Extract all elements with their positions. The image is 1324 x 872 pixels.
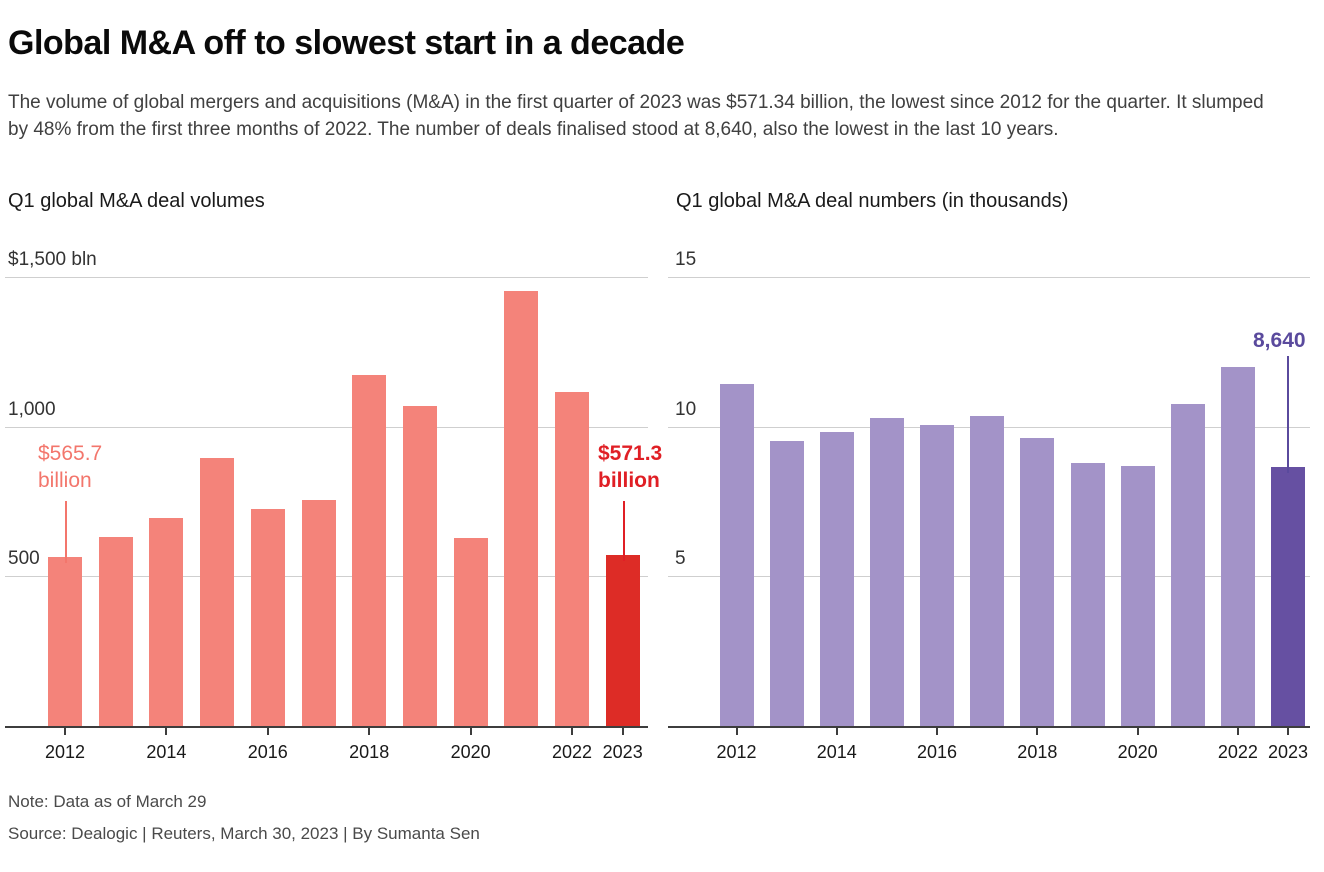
bar-2021 [504, 291, 539, 726]
x-axis-tick [1287, 728, 1290, 735]
bar-2021 [1170, 403, 1205, 726]
x-axis-tick [735, 728, 738, 735]
bar-2018 [1020, 437, 1055, 726]
x-axis-tick [64, 728, 66, 735]
x-axis-label: 2012 [44, 742, 86, 762]
bar-2013 [769, 441, 804, 726]
x-axis-tick [621, 728, 624, 735]
y-axis-label: 15 [675, 249, 697, 270]
bar-2014 [149, 518, 184, 726]
bar-2020 [453, 538, 488, 726]
annotation-leader-line [65, 501, 67, 563]
bar-2019 [402, 405, 437, 726]
bar-2016 [250, 508, 285, 726]
bar-2018 [352, 374, 387, 726]
x-axis-label: 2012 [716, 742, 757, 762]
x-axis-label: 2020 [1117, 742, 1158, 762]
annotation-2023: 8,640 [1253, 329, 1306, 352]
bar-2023 [605, 555, 640, 726]
bar-2015 [200, 458, 235, 726]
bar-2023 [1271, 467, 1305, 726]
x-axis-tick [936, 728, 939, 735]
x-axis-tick [165, 728, 168, 735]
x-axis-label: 2016 [247, 742, 288, 762]
x-axis-tick [1036, 728, 1039, 735]
y-axis-label: 500 [8, 548, 40, 570]
x-axis-line [5, 726, 648, 728]
y-axis-label: $1,500 bln [8, 249, 97, 270]
y-axis-label: 10 [675, 398, 697, 420]
bar-2013 [98, 536, 133, 726]
y-axis-label: 5 [675, 548, 686, 570]
bar-2017 [970, 415, 1005, 726]
annotation-2012: $565.7 billion [38, 442, 103, 492]
x-axis-tick [266, 728, 269, 735]
bar-2014 [819, 431, 854, 726]
x-axis-tick [469, 728, 472, 735]
bar-2020 [1120, 465, 1155, 726]
y-gridline [668, 277, 1310, 278]
bar-2017 [301, 500, 336, 726]
x-axis-tick [571, 728, 573, 735]
x-axis-label: 2022 [551, 742, 593, 762]
x-axis-label: 2023 [1268, 742, 1309, 762]
x-axis-tick [1136, 728, 1139, 735]
x-axis-label: 2016 [917, 742, 958, 762]
x-axis-label: 2018 [349, 742, 390, 762]
x-axis-tick [1236, 728, 1239, 735]
annotation-leader-line [1287, 356, 1289, 474]
chart-title-deal-numbers: Q1 global M&A deal numbers (in thousands… [676, 190, 1069, 212]
y-axis-label: 1,000 [8, 398, 56, 420]
x-axis-label: 2014 [816, 742, 857, 762]
bar-2022 [555, 391, 589, 726]
annotation-2023: $571.3 billion [598, 442, 663, 492]
bar-2022 [1220, 366, 1255, 726]
chart-title-volumes: Q1 global M&A deal volumes [8, 190, 265, 212]
bar-2019 [1070, 463, 1105, 726]
note-text: Note: Data as of March 29 [8, 792, 207, 811]
annotation-leader-line [623, 501, 625, 561]
x-axis-tick [835, 728, 838, 735]
page-title: Global M&A off to slowest start in a dec… [8, 24, 685, 62]
subtitle-text: The volume of global mergers and acquisi… [8, 92, 1264, 140]
bar-2015 [869, 417, 904, 726]
x-axis-label: 2014 [146, 742, 187, 762]
x-axis-label: 2023 [602, 742, 643, 762]
y-gridline [5, 277, 648, 278]
x-axis-label: 2018 [1017, 742, 1058, 762]
x-axis-tick [368, 728, 371, 735]
x-axis-line [668, 726, 1310, 728]
source-text: Source: Dealogic | Reuters, March 30, 20… [8, 824, 480, 843]
y-gridline [5, 426, 648, 428]
bar-2012 [719, 383, 754, 726]
bar-2012 [48, 556, 82, 726]
x-axis-label: 2020 [450, 742, 491, 762]
x-axis-label: 2022 [1217, 742, 1258, 762]
bar-2016 [920, 425, 955, 726]
